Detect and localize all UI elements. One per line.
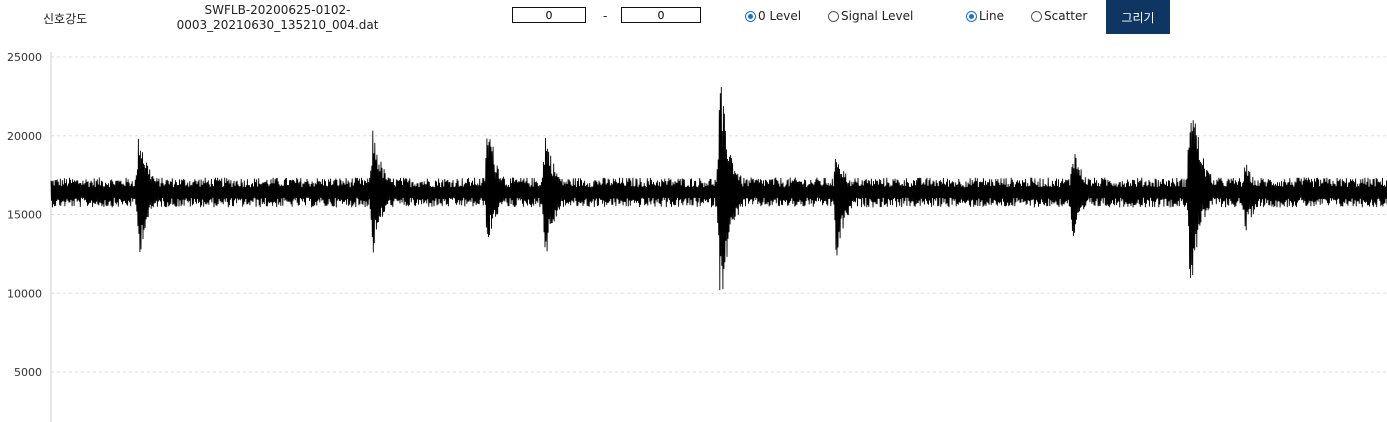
line-style-radio[interactable]: Line <box>966 9 1004 23</box>
scatter-style-radio-indicator[interactable] <box>1031 10 1042 22</box>
scatter-style-radio-label: Scatter <box>1044 9 1088 23</box>
range-end-input[interactable] <box>621 7 701 23</box>
chart-title-label: 신호강도 <box>43 12 88 26</box>
signal-level-radio-label: Signal Level <box>841 9 914 23</box>
filename-line-1: SWFLB-20200625-0102- <box>204 3 351 17</box>
signal-level-radio[interactable]: Signal Level <box>828 9 913 23</box>
signal-chart: 5000 10000 15000 20000 25000 <box>7 51 1387 422</box>
y-tick-label: 25000 <box>7 51 42 64</box>
signal-level-radio-indicator[interactable] <box>828 10 839 22</box>
y-tick-labels: 5000 10000 15000 20000 25000 <box>7 51 42 379</box>
filename-line-2: 0003_20210630_135210_004.dat <box>176 18 379 32</box>
line-style-radio-indicator[interactable] <box>966 10 977 22</box>
y-tick-label: 15000 <box>7 209 42 222</box>
y-tick-label: 5000 <box>14 366 42 379</box>
y-tick-label: 20000 <box>7 130 42 143</box>
zero-level-radio-indicator[interactable] <box>745 10 756 22</box>
zero-level-radio-label: 0 Level <box>758 9 802 23</box>
draw-button[interactable]: 그리기 <box>1106 0 1170 34</box>
range-start-input[interactable] <box>512 7 586 23</box>
toolbar: 신호강도 SWFLB-20200625-0102- 0003_20210630_… <box>0 0 1387 40</box>
scatter-style-radio[interactable]: Scatter <box>1031 9 1087 23</box>
zero-level-radio[interactable]: 0 Level <box>745 9 801 23</box>
range-separator: - <box>603 9 608 23</box>
line-style-radio-label: Line <box>979 9 1005 23</box>
signal-series-line <box>50 86 1387 291</box>
filename-label: SWFLB-20200625-0102- 0003_20210630_13521… <box>170 3 385 33</box>
y-tick-label: 10000 <box>7 287 42 300</box>
